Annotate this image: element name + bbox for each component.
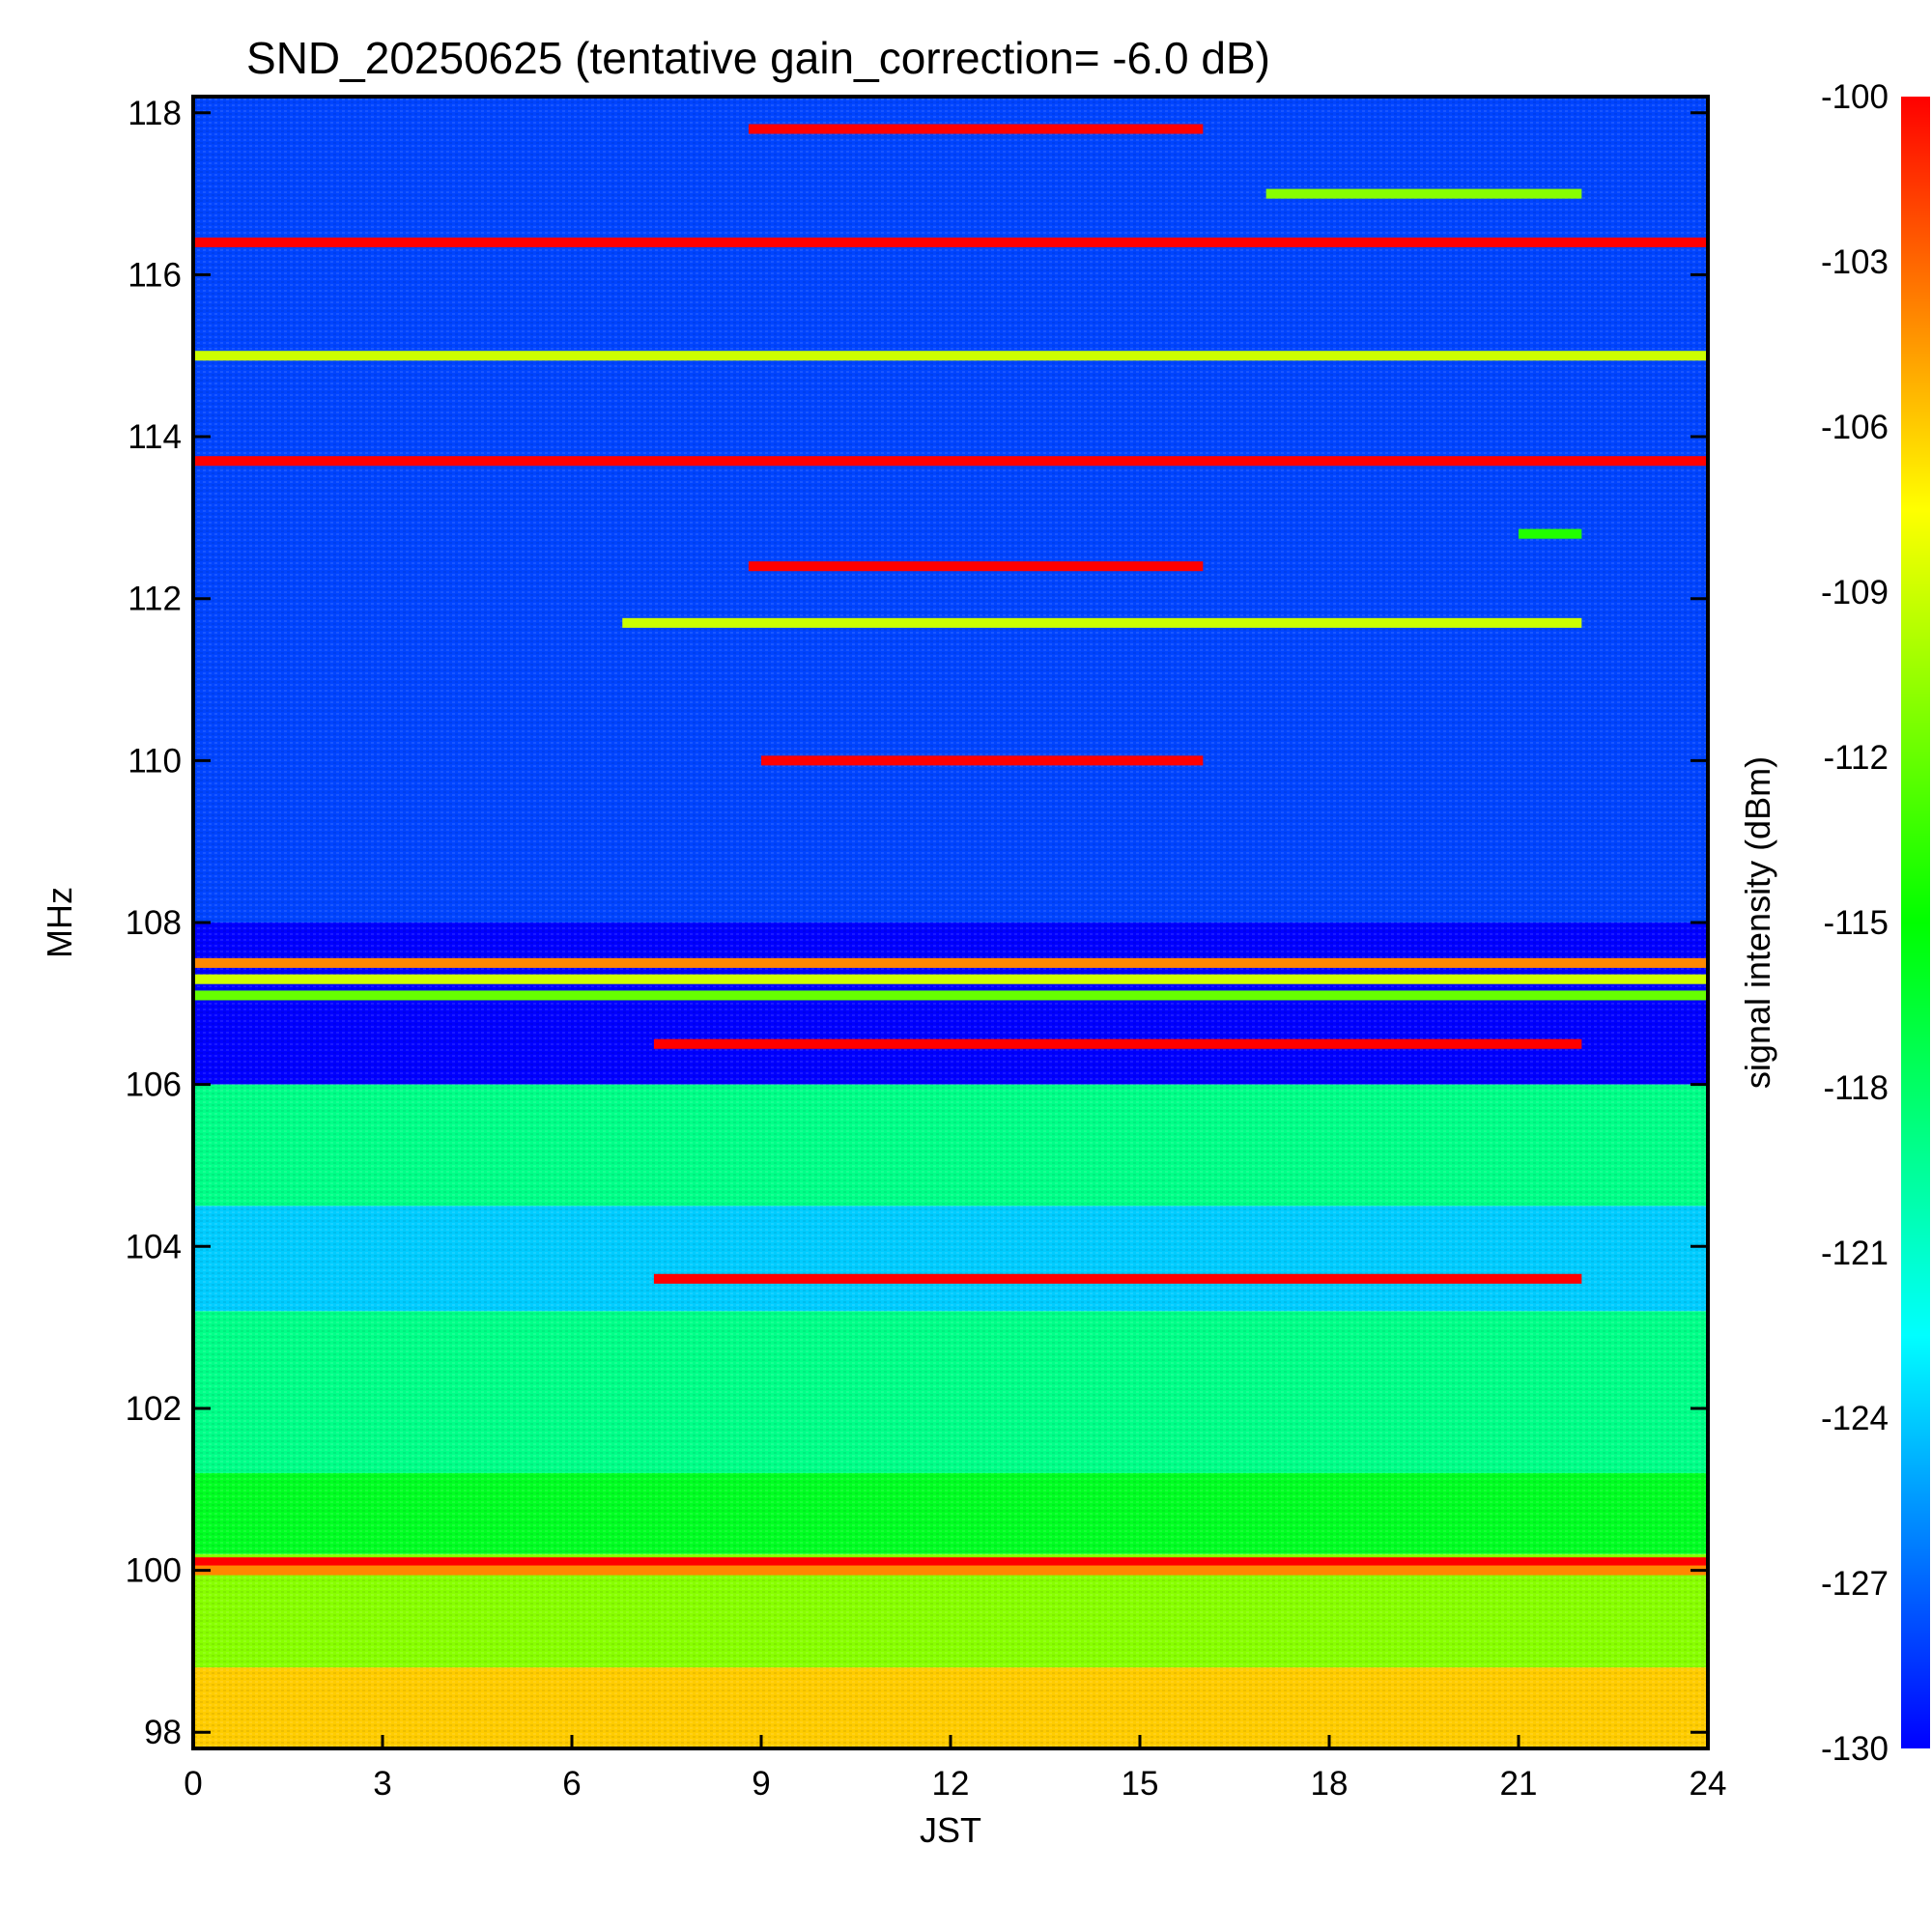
signal-band bbox=[193, 1565, 1708, 1576]
signal-band bbox=[622, 617, 1582, 628]
colorbar-tick-label: -103 bbox=[1821, 243, 1889, 281]
colorbar-tick-label: -127 bbox=[1821, 1565, 1889, 1603]
y-tick-label: 114 bbox=[128, 418, 182, 456]
signal-band bbox=[193, 1557, 1708, 1568]
signal-band bbox=[1265, 188, 1582, 199]
colorbar-gradient bbox=[1901, 97, 1930, 1748]
x-tick-label: 9 bbox=[752, 1765, 770, 1803]
y-tick-label: 98 bbox=[144, 1714, 182, 1751]
x-tick-label: 24 bbox=[1690, 1765, 1727, 1803]
signal-band bbox=[193, 974, 1708, 984]
signal-band bbox=[653, 1038, 1582, 1049]
y-tick-label: 108 bbox=[126, 904, 182, 942]
colorbar-tick-label: -124 bbox=[1821, 1400, 1889, 1437]
colorbar-tick-label: -106 bbox=[1821, 409, 1889, 446]
plot-area bbox=[191, 95, 1710, 1750]
signal-band bbox=[193, 456, 1708, 467]
signal-band bbox=[193, 351, 1708, 361]
noise-texture bbox=[193, 97, 1708, 1748]
x-tick-label: 3 bbox=[373, 1765, 391, 1803]
colorbar-tick-label: -118 bbox=[1824, 1069, 1889, 1107]
colorbar-tick-label: -121 bbox=[1821, 1235, 1889, 1272]
signal-band bbox=[748, 561, 1204, 572]
colorbar-tick-label: -100 bbox=[1821, 78, 1889, 116]
signal-band bbox=[653, 1273, 1582, 1284]
colorbar-tick-label: -109 bbox=[1821, 574, 1889, 611]
signal-band bbox=[193, 957, 1708, 968]
colorbar-tick-label: -115 bbox=[1824, 904, 1889, 942]
y-tick-label: 118 bbox=[128, 95, 182, 132]
colorbar-tick-label: -112 bbox=[1824, 739, 1889, 777]
chart-title: SND_20250625 (tentative gain_correction=… bbox=[246, 33, 1270, 83]
colorbar-tick-label: -130 bbox=[1821, 1730, 1889, 1768]
x-tick-label: 15 bbox=[1122, 1765, 1159, 1803]
y-axis-label: MHz bbox=[40, 887, 79, 958]
signal-band bbox=[1519, 528, 1582, 539]
colorbar: -100 -103 -106 -109 -112 -115 -118 -121 -124 -127… bbox=[1738, 78, 1930, 1768]
colorbar-label: signal intensity (dBm) bbox=[1738, 756, 1777, 1089]
y-tick-label: 100 bbox=[126, 1552, 182, 1590]
x-tick-label: 21 bbox=[1500, 1765, 1538, 1803]
x-tick-label: 0 bbox=[184, 1765, 202, 1803]
signal-band bbox=[748, 124, 1204, 134]
y-tick-label: 102 bbox=[126, 1390, 182, 1428]
x-tick-label: 6 bbox=[562, 1765, 581, 1803]
signal-band bbox=[193, 237, 1708, 247]
y-tick-label: 110 bbox=[128, 742, 182, 780]
y-tick-label: 112 bbox=[128, 581, 182, 618]
y-tick-label: 104 bbox=[126, 1228, 182, 1265]
y-axis: 98 100 102 104 106 108 110 112 114 116 118 bbox=[126, 95, 1708, 1751]
signal-band bbox=[761, 755, 1204, 766]
signal-band bbox=[193, 990, 1708, 1001]
x-tick-label: 18 bbox=[1311, 1765, 1349, 1803]
y-tick-label: 106 bbox=[126, 1066, 182, 1104]
x-axis: 0 3 6 9 12 15 18 21 24 bbox=[184, 1735, 1726, 1803]
y-tick-label: 116 bbox=[128, 256, 182, 294]
x-axis-label: JST bbox=[920, 1810, 981, 1850]
x-tick-label: 12 bbox=[932, 1765, 970, 1803]
